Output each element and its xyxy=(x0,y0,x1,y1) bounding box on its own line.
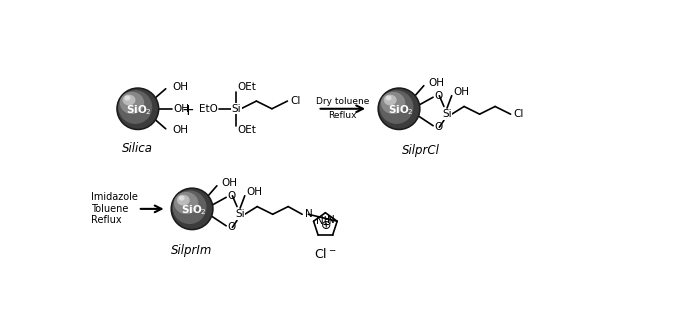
Ellipse shape xyxy=(125,96,129,100)
Ellipse shape xyxy=(179,196,184,200)
Text: OH: OH xyxy=(247,187,262,197)
Text: OH: OH xyxy=(454,87,469,97)
Text: O: O xyxy=(227,222,236,232)
Ellipse shape xyxy=(173,190,211,228)
Text: N: N xyxy=(305,209,313,219)
Text: Cl: Cl xyxy=(291,96,301,106)
Text: Si: Si xyxy=(442,109,452,119)
Text: OH: OH xyxy=(221,178,238,189)
Ellipse shape xyxy=(385,95,396,105)
Text: SilprCl: SilprCl xyxy=(402,144,440,157)
Text: SiO$_2$: SiO$_2$ xyxy=(127,103,153,117)
Text: $\oplus$: $\oplus$ xyxy=(319,218,331,232)
Text: N: N xyxy=(327,215,335,225)
Text: NH: NH xyxy=(316,216,332,226)
Text: OH: OH xyxy=(172,82,188,92)
Ellipse shape xyxy=(121,92,144,114)
Text: Reflux: Reflux xyxy=(328,111,357,120)
Text: Si: Si xyxy=(236,209,245,219)
Text: OH: OH xyxy=(172,125,188,135)
Text: SiO$_2$: SiO$_2$ xyxy=(387,103,413,117)
Text: SiO$_2$: SiO$_2$ xyxy=(180,204,206,217)
Ellipse shape xyxy=(381,92,405,114)
Text: OEt: OEt xyxy=(237,82,256,92)
Text: Silica: Silica xyxy=(123,142,153,155)
Ellipse shape xyxy=(378,88,420,130)
Text: Cl: Cl xyxy=(513,109,524,119)
Ellipse shape xyxy=(118,89,157,128)
Ellipse shape xyxy=(117,88,159,130)
Text: Reflux: Reflux xyxy=(91,215,122,225)
Ellipse shape xyxy=(379,89,418,128)
Text: O: O xyxy=(434,122,443,132)
Text: OH: OH xyxy=(428,78,445,89)
Text: O: O xyxy=(434,91,443,101)
Ellipse shape xyxy=(123,95,135,105)
Text: OEt: OEt xyxy=(237,125,256,135)
Ellipse shape xyxy=(175,193,197,214)
Ellipse shape xyxy=(386,96,391,100)
Text: Dry toluene: Dry toluene xyxy=(316,97,370,106)
Text: Cl$^-$: Cl$^-$ xyxy=(314,247,336,261)
Text: +: + xyxy=(182,103,195,118)
Ellipse shape xyxy=(178,195,189,205)
Text: O: O xyxy=(227,191,236,201)
Text: OH: OH xyxy=(174,104,189,114)
Text: Si: Si xyxy=(232,104,241,114)
Ellipse shape xyxy=(171,188,213,230)
Ellipse shape xyxy=(380,91,413,123)
Text: SilprIm: SilprIm xyxy=(172,244,212,257)
Text: Imidazole: Imidazole xyxy=(91,191,138,202)
Ellipse shape xyxy=(174,191,206,223)
Text: Toluene: Toluene xyxy=(91,204,129,214)
Text: EtO: EtO xyxy=(199,104,218,114)
Ellipse shape xyxy=(119,91,152,123)
